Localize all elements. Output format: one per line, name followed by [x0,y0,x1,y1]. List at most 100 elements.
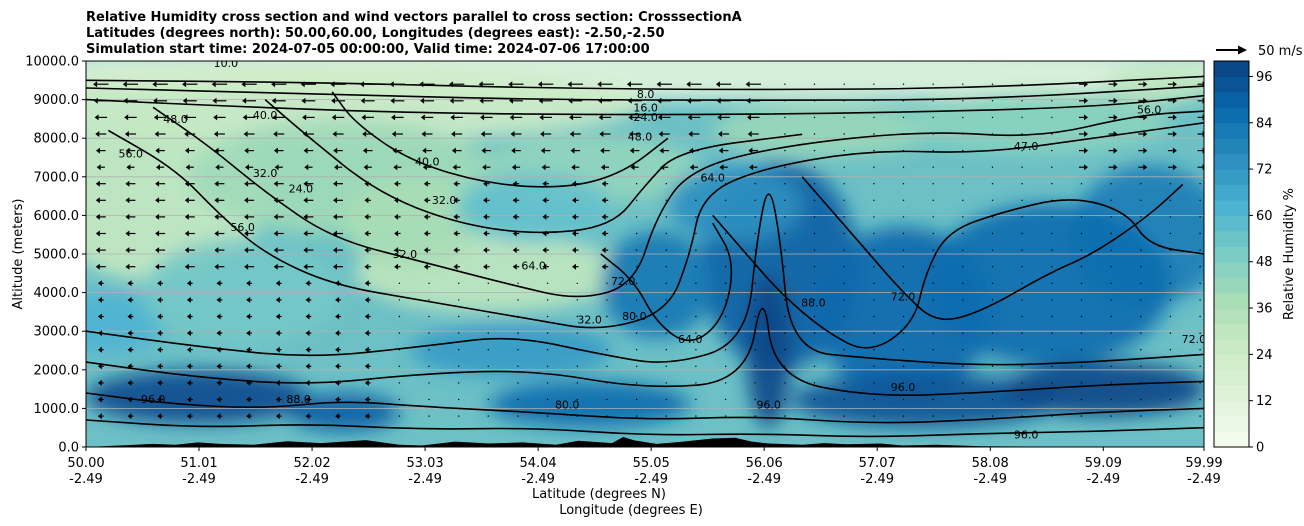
wind-vector-head [394,263,399,270]
wind-vector-head [389,81,394,88]
wind-vector-dot [813,83,816,85]
wind-vector-head [362,131,367,137]
wind-vector-dot [754,332,756,334]
wind-vector-head [214,230,219,237]
wind-vector-head [273,147,278,154]
wind-vector-dot [1080,382,1083,384]
wind-vector-head [601,230,606,237]
wind-vector-head [157,379,162,386]
wind-vector-dot [754,349,756,351]
wind-vector-dot [784,382,786,384]
wind-vector-dot [784,315,786,318]
y-axis: 0.0 1000.0 2000.0 3000.0 4000.0 5000.0 6000.0 7… [25,55,86,456]
wind-vector-head [1172,114,1177,121]
wind-vector-head [303,263,308,270]
colorbar-tick-label: 36 [1256,302,1273,317]
x-tick-label-lat: 52.02 [293,456,330,471]
y-tick-label: 4000.0 [34,286,80,301]
wind-vector-dot [724,349,727,351]
colorbar-tick-label: 24 [1256,348,1273,363]
wind-vector-dot [813,398,816,401]
wind-vector-head [182,81,187,88]
wind-vector-dot [784,299,786,301]
wind-vector-head [1143,114,1148,121]
wind-vector-head [275,379,280,386]
wind-vector-head [333,213,337,220]
wind-vector-head [717,114,722,121]
wind-vector-dot [932,365,934,367]
wind-vector-head [538,97,543,104]
wind-vector-dot [724,398,727,401]
wind-vector-dot [1169,349,1172,351]
wind-vector-dot [784,365,786,367]
wind-vector-head [95,247,100,254]
wind-vector-head [186,363,191,370]
wind-vector-dot [1080,183,1083,185]
wind-vector-head [483,247,488,254]
terrain-profile [86,437,1204,447]
wind-vector-dot [902,100,905,102]
wind-vector-dot [991,398,994,401]
colorbar-label: Relative Humidity % [1282,188,1297,320]
wind-vector-dot [932,149,934,152]
humidity-blob [1003,362,1204,417]
wind-vector-dot [635,183,638,185]
wind-vector-head [275,313,280,320]
wind-vector-dot [962,332,964,334]
wind-vector-head [97,379,102,386]
contour-label: 80.0 [555,399,580,412]
wind-vector-dot [1199,266,1201,268]
wind-vector-head [362,147,367,154]
wind-vector-dot [784,199,786,201]
wind-vector-dot [902,83,905,85]
wind-vector-head [301,97,306,104]
wind-vector-dot [517,349,519,351]
colorbar-bands [1214,61,1249,448]
wind-vector-dot [813,266,816,268]
wind-vector-head [214,213,219,220]
contour-label: 32.0 [393,248,418,261]
wind-vector-head [512,197,517,204]
wind-vector-head [360,97,365,104]
colorbar-tick-label: 0 [1256,441,1264,456]
wind-vector-head [216,396,221,403]
wind-vector-head [542,263,547,270]
wind-vector-dot [606,282,608,284]
contour-label: 72.0 [611,275,636,288]
x-tick-label-lat: 54.04 [519,456,556,471]
wind-vector-head [538,81,542,88]
wind-vector-dot [932,332,934,334]
wind-vector-dot [546,282,549,284]
wind-vector-head [364,313,369,320]
wind-vector-dot [873,116,875,119]
wind-vector-head [1202,147,1204,154]
wind-vector-dot [724,266,727,268]
wind-vector-dot [1110,249,1112,251]
wind-vector-dot [991,166,994,168]
wind-vector-head [480,131,485,137]
wind-vector-head [96,147,100,154]
wind-vector-dot [902,365,905,367]
wind-vector-dot [635,299,638,301]
wind-vector-dot [1110,382,1112,384]
wind-vector-dot [1080,299,1083,301]
wind-vector-dot [428,382,430,384]
wind-vector-head [453,213,458,220]
wind-vector-head [364,330,369,337]
wind-vector-dot [902,232,905,235]
wind-vector-dot [665,349,667,351]
contour-label: 48.0 [628,130,653,143]
wind-vector-head [152,81,157,88]
wind-vector-head [420,114,425,121]
wind-vector-dot [902,299,905,301]
wind-vector-dot [843,332,845,334]
wind-vector-dot [991,232,994,235]
wind-vector-head [186,346,191,353]
wind-vector-dot [576,315,578,318]
colorbar-band [1214,261,1249,278]
wind-vector-dot [1199,299,1201,301]
wind-vector-dot [1021,116,1023,119]
wind-vector-head [512,247,517,254]
wind-vector-head [157,313,162,320]
wind-vector-head [479,97,484,104]
